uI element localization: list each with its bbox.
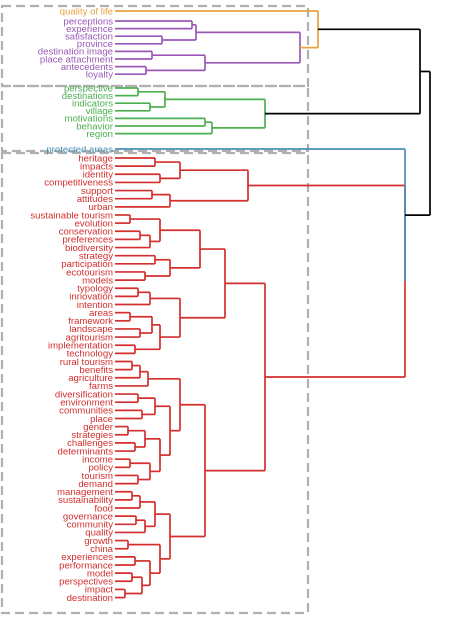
leaf-label: model bbox=[87, 568, 113, 579]
leaf-label: attitudes bbox=[77, 194, 113, 205]
leaf-label: communities bbox=[59, 406, 113, 417]
leaf-label: village bbox=[86, 106, 113, 117]
leaf-label: behavior bbox=[76, 121, 114, 132]
leaf-label: destination image bbox=[38, 47, 113, 58]
leaf-label: areas bbox=[89, 308, 113, 319]
leaf-label: agriculture bbox=[68, 373, 113, 384]
leaf-label: demand bbox=[78, 479, 113, 490]
dendrogram-links bbox=[115, 10, 431, 599]
leaf-label: diversification bbox=[55, 389, 113, 400]
leaf-label: implementation bbox=[48, 341, 113, 352]
leaf-label: ecotourism bbox=[66, 267, 113, 278]
leaf-label: support bbox=[81, 186, 113, 197]
cluster-box-middle bbox=[0, 84, 310, 153]
leaf-label: models bbox=[82, 275, 113, 286]
leaf-label: gender bbox=[83, 422, 114, 433]
leaf-label: framework bbox=[68, 316, 113, 327]
leaf-label: tourism bbox=[82, 471, 113, 482]
leaf-label: antecedents bbox=[61, 62, 113, 73]
leaf-label: heritage bbox=[78, 153, 113, 164]
leaf-label: determinants bbox=[58, 446, 114, 457]
leaf-label: evolution bbox=[75, 218, 113, 229]
leaf-label: sustainable tourism bbox=[30, 210, 113, 221]
leaf-label: loyalty bbox=[86, 70, 113, 81]
leaf-label: motivations bbox=[64, 114, 113, 125]
leaf-label: management bbox=[57, 487, 113, 498]
leaf-label: landscape bbox=[69, 324, 113, 335]
leaf-label: protected areas bbox=[46, 144, 113, 155]
leaf-label: destination bbox=[67, 593, 113, 604]
leaf-label: competitiveness bbox=[44, 178, 113, 189]
leaf-label: identity bbox=[83, 170, 114, 181]
leaf-label: experience bbox=[66, 24, 113, 35]
leaf-label: innovation bbox=[69, 292, 113, 303]
leaf-label: impacts bbox=[80, 161, 113, 172]
leaf-label: technology bbox=[67, 349, 114, 360]
leaf-label: agritourism bbox=[66, 332, 113, 343]
leaf-label: intention bbox=[77, 300, 113, 311]
leaf-label: urban bbox=[88, 202, 113, 213]
leaf-label: benefits bbox=[79, 365, 113, 376]
leaf-label: place bbox=[90, 414, 113, 425]
leaf-label: perspective bbox=[64, 83, 113, 94]
leaf-label: community bbox=[67, 520, 114, 531]
leaf-label: destinations bbox=[62, 91, 113, 102]
leaf-label: typology bbox=[77, 284, 113, 295]
leaf-label: satisfaction bbox=[65, 32, 113, 43]
leaf-label: place attachment bbox=[40, 54, 113, 65]
leaf-label: participation bbox=[61, 259, 113, 270]
cluster-box-top bbox=[0, 4, 310, 88]
leaf-label: perspectives bbox=[59, 577, 113, 588]
leaf-label: conservation bbox=[59, 227, 113, 238]
leaf-label: biodiversity bbox=[65, 243, 113, 254]
leaf-label: sustainability bbox=[58, 495, 113, 506]
leaf-label: indicators bbox=[72, 99, 113, 110]
leaf-label: rural tourism bbox=[60, 357, 113, 368]
leaf-label: governance bbox=[63, 511, 113, 522]
leaf-label: performance bbox=[59, 560, 113, 571]
leaf-label: environment bbox=[60, 398, 113, 409]
leaf-label: preferences bbox=[62, 235, 113, 246]
leaf-label: policy bbox=[88, 463, 113, 474]
leaf-label: region bbox=[86, 129, 113, 140]
leaf-label: food bbox=[94, 503, 113, 514]
leaf-label: strategies bbox=[71, 430, 113, 441]
leaf-label: province bbox=[77, 39, 113, 50]
leaf-label: challenges bbox=[67, 438, 113, 449]
leaf-label: quality of life bbox=[60, 6, 113, 17]
leaf-label: experiences bbox=[61, 552, 113, 563]
leaf-label: growth bbox=[84, 536, 113, 547]
leaf-label: quality bbox=[85, 528, 113, 539]
leaf-label: strategy bbox=[79, 251, 113, 262]
leaf-label: perceptions bbox=[63, 16, 113, 27]
leaf-label: income bbox=[82, 454, 113, 465]
leaf-label: impact bbox=[85, 585, 114, 596]
leaf-label: farms bbox=[89, 381, 113, 392]
leaf-label: china bbox=[90, 544, 114, 555]
dendrogram-labels: quality of lifeperceptionsexperiencesati… bbox=[30, 6, 113, 604]
cluster-box-bottom bbox=[0, 151, 310, 615]
